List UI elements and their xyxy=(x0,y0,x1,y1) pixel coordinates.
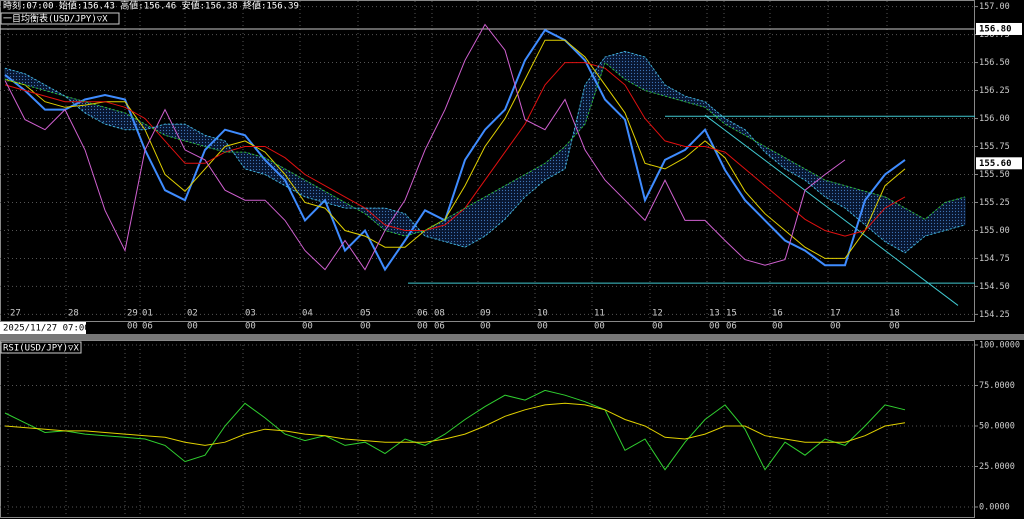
x-tick-label: 18 xyxy=(889,309,900,319)
x-tick-label-hour: 00 xyxy=(360,322,371,332)
x-tick-label-hour: 00 xyxy=(652,322,663,332)
y-tick-label: 0.0000 xyxy=(979,503,1010,513)
x-tick-label-hour: 00 xyxy=(480,322,491,332)
rsi-title: RSI(USD/JPY)▽X xyxy=(3,344,79,354)
panel-separator xyxy=(0,334,1024,340)
x-tick-label-hour: 06 xyxy=(142,322,153,332)
x-tick-label-hour: 00 xyxy=(709,322,720,332)
price-label: 156.80 xyxy=(979,24,1012,34)
series-line xyxy=(4,50,966,254)
x-tick-label: 16 xyxy=(772,309,783,319)
y-tick-label: 156.25 xyxy=(979,86,1010,96)
series-line xyxy=(4,402,906,446)
y-tick-label: 156.00 xyxy=(979,114,1010,124)
price-label: 155.60 xyxy=(979,159,1012,169)
x-tick-label: 27 xyxy=(10,309,21,319)
y-tick-label: 155.75 xyxy=(979,142,1010,152)
price-label-box xyxy=(976,22,1022,35)
y-tick-label: 155.25 xyxy=(979,198,1010,208)
price-label-box xyxy=(976,157,1022,170)
x-tick-label: 05 xyxy=(360,309,371,319)
x-tick-label-hour: 00 xyxy=(127,322,138,332)
y-tick-label: 50.0000 xyxy=(979,422,1015,432)
y-tick-label: 156.50 xyxy=(979,58,1010,68)
y-tick-label: 154.25 xyxy=(979,310,1010,320)
y-tick-label: 157.00 xyxy=(979,2,1010,12)
x-tick-label: 15 xyxy=(726,309,737,319)
x-tick-label-hour: 00 xyxy=(187,322,198,332)
header: 時刻:07:00 始値:156.43 高値:156.46 安値:156.38 終… xyxy=(3,0,299,12)
x-tick-label: 01 xyxy=(142,309,153,319)
title-box xyxy=(0,12,120,25)
series-line xyxy=(4,389,906,471)
x-tick-label: 03 xyxy=(245,309,256,319)
x-tick-label: 12 xyxy=(652,309,663,319)
x-tick-label-hour: 06 xyxy=(726,322,737,332)
chart-title: 一目均衡表(USD/JPY)▽X xyxy=(3,13,108,25)
x-tick-label: 11 xyxy=(594,309,605,319)
x-tick-label-hour: 00 xyxy=(830,322,841,332)
x-tick-label-hour: 00 xyxy=(302,322,313,332)
x-tick-label-hour: 00 xyxy=(537,322,548,332)
x-tick-label: 13 xyxy=(709,309,720,319)
x-tick-label: 17 xyxy=(830,309,841,319)
cursor-label: 2025/11/27 07:00 xyxy=(3,324,90,334)
x-tick-label: 08 xyxy=(434,309,445,319)
y-tick-label: 75.0000 xyxy=(979,381,1015,391)
x-tick-label-hour: 00 xyxy=(889,322,900,332)
x-tick-label-hour: 00 xyxy=(594,322,605,332)
x-tick-label: 06 xyxy=(417,309,428,319)
series-line xyxy=(4,39,906,259)
rsi-title-box xyxy=(0,341,82,354)
y-tick-label: 155.50 xyxy=(979,170,1010,180)
y-tick-label: 100.0000 xyxy=(979,341,1020,351)
x-tick-label-hour: 00 xyxy=(772,322,783,332)
y-tick-label: 154.50 xyxy=(979,282,1010,292)
price-panel xyxy=(0,0,975,322)
y-tick-label: 155.00 xyxy=(979,226,1010,236)
x-tick-label-hour: 00 xyxy=(245,322,256,332)
x-tick-label: 02 xyxy=(187,309,198,319)
y-tick-label: 156.75 xyxy=(979,30,1010,40)
x-tick-label: 04 xyxy=(302,309,313,319)
x-tick-label: 28 xyxy=(68,309,79,319)
series-line xyxy=(4,23,846,271)
x-tick-label-hour: 00 xyxy=(417,322,428,332)
y-tick-label: 25.0000 xyxy=(979,462,1015,472)
x-tick-label-hour: 06 xyxy=(434,322,445,332)
series-line xyxy=(4,61,966,237)
trend-line xyxy=(704,114,959,306)
x-tick-label: 10 xyxy=(537,309,548,319)
x-tick-label: 09 xyxy=(480,309,491,319)
x-tick-label: 29 xyxy=(127,309,138,319)
cursor-box xyxy=(0,322,86,334)
rsi-panel xyxy=(0,340,975,518)
y-tick-label: 154.75 xyxy=(979,254,1010,264)
series-line xyxy=(4,28,906,272)
